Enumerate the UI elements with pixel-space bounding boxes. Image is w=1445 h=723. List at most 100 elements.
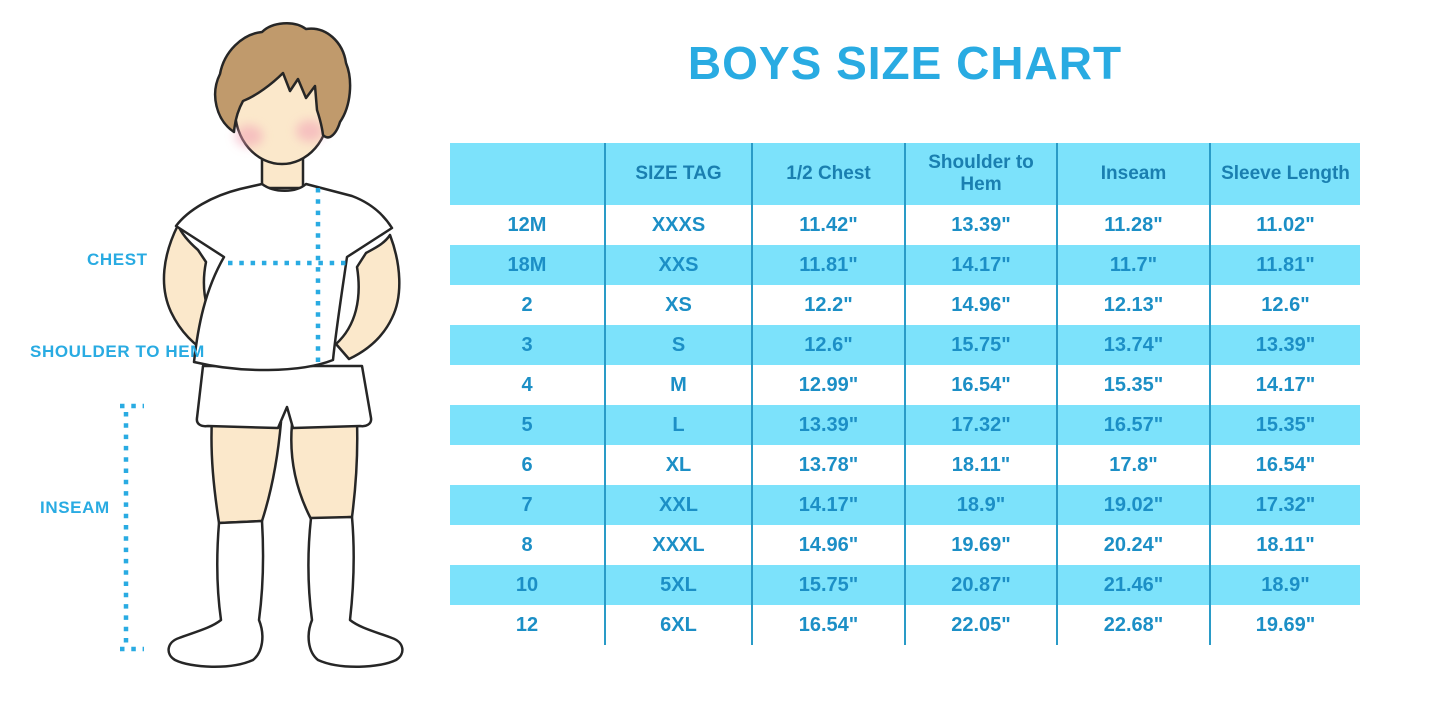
header-row: SIZE TAG 1/2 Chest Shoulder to Hem Insea… <box>450 143 1360 205</box>
sleeve-length-cell: 11.81" <box>1209 245 1360 285</box>
half-chest-cell: 15.75" <box>751 565 905 605</box>
size-cell: 2 <box>450 285 605 325</box>
size-tag-cell: XL <box>604 445 752 485</box>
half-chest-cell: 12.2" <box>751 285 905 325</box>
sleeve-length-cell: 12.6" <box>1209 285 1360 325</box>
size-cell: 3 <box>450 325 605 365</box>
inseam-cell: 16.57" <box>1056 405 1210 445</box>
sleeve-length-cell: 17.32" <box>1209 485 1360 525</box>
size-cell: 6 <box>450 445 605 485</box>
size-table: SIZE TAG 1/2 Chest Shoulder to Hem Insea… <box>450 143 1360 645</box>
size-tag-cell: 5XL <box>604 565 752 605</box>
half-chest-cell: 11.81" <box>751 245 905 285</box>
size-cell: 8 <box>450 525 605 565</box>
shoulder-to-hem-label: SHOULDER TO HEM <box>30 342 205 361</box>
size-tag-cell: XXXL <box>604 525 752 565</box>
inseam-cell: 17.8" <box>1056 445 1210 485</box>
inseam-cell: 11.28" <box>1056 205 1210 245</box>
size-tag-cell: XXXS <box>604 205 752 245</box>
inseam-cell: 22.68" <box>1056 605 1210 645</box>
sleeve-length-cell: 18.11" <box>1209 525 1360 565</box>
right-sock-shape <box>307 515 404 668</box>
shoulder-to-hem-cell: 14.96" <box>904 285 1057 325</box>
inseam-dotted-line <box>120 403 144 652</box>
size-cell: 12 <box>450 605 605 645</box>
left-cheek-blush <box>235 125 263 147</box>
header-size <box>450 143 605 205</box>
sleeve-length-cell: 16.54" <box>1209 445 1360 485</box>
header-half-chest: 1/2 Chest <box>751 143 905 205</box>
tshirt-shape <box>174 182 394 372</box>
inseam-cell: 15.35" <box>1056 365 1210 405</box>
half-chest-cell: 16.54" <box>751 605 905 645</box>
table-row: 10 5XL 15.75" 20.87" 21.46" 18.9" <box>450 565 1360 605</box>
inseam-cell: 12.13" <box>1056 285 1210 325</box>
shoulder-to-hem-cell: 18.11" <box>904 445 1057 485</box>
half-chest-cell: 14.17" <box>751 485 905 525</box>
size-cell: 18M <box>450 245 605 285</box>
sleeve-length-cell: 13.39" <box>1209 325 1360 365</box>
table-row: 6 XL 13.78" 18.11" 17.8" 16.54" <box>450 445 1360 485</box>
size-tag-cell: M <box>604 365 752 405</box>
shoulder-to-hem-cell: 16.54" <box>904 365 1057 405</box>
header-size-tag: SIZE TAG <box>604 143 752 205</box>
shorts-shape <box>195 364 373 430</box>
size-tag-cell: S <box>604 325 752 365</box>
half-chest-cell: 14.96" <box>751 525 905 565</box>
size-tag-cell: XXS <box>604 245 752 285</box>
table-row: 3 S 12.6" 15.75" 13.74" 13.39" <box>450 325 1360 365</box>
size-cell: 12M <box>450 205 605 245</box>
chest-label: CHEST <box>87 250 148 269</box>
page-title: BOYS SIZE CHART <box>687 37 1123 89</box>
size-table-header: SIZE TAG 1/2 Chest Shoulder to Hem Insea… <box>450 143 1360 205</box>
right-thigh-shape <box>290 420 359 521</box>
inseam-label: INSEAM <box>40 498 110 517</box>
table-row: 2 XS 12.2" 14.96" 12.13" 12.6" <box>450 285 1360 325</box>
header-shoulder-to-hem: Shoulder to Hem <box>904 143 1057 205</box>
table-row: 4 M 12.99" 16.54" 15.35" 14.17" <box>450 365 1360 405</box>
shoulder-to-hem-cell: 17.32" <box>904 405 1057 445</box>
size-cell: 7 <box>450 485 605 525</box>
shoulder-to-hem-cell: 22.05" <box>904 605 1057 645</box>
sleeve-length-cell: 15.35" <box>1209 405 1360 445</box>
half-chest-cell: 13.39" <box>751 405 905 445</box>
size-cell: 4 <box>450 365 605 405</box>
size-table-body: 12M XXXS 11.42" 13.39" 11.28" 11.02" 18M XXS 11.… <box>450 205 1360 645</box>
inseam-cell: 11.7" <box>1056 245 1210 285</box>
table-row: 12M XXXS 11.42" 13.39" 11.28" 11.02" <box>450 205 1360 245</box>
inseam-cell: 21.46" <box>1056 565 1210 605</box>
header-sleeve-length: Sleeve Length <box>1209 143 1360 205</box>
table-row: 7 XXL 14.17" 18.9" 19.02" 17.32" <box>450 485 1360 525</box>
size-tag-cell: L <box>604 405 752 445</box>
inseam-cell: 20.24" <box>1056 525 1210 565</box>
shoulder-to-hem-cell: 18.9" <box>904 485 1057 525</box>
sleeve-length-cell: 19.69" <box>1209 605 1360 645</box>
shoulder-to-hem-cell: 19.69" <box>904 525 1057 565</box>
half-chest-cell: 13.78" <box>751 445 905 485</box>
inseam-cell: 13.74" <box>1056 325 1210 365</box>
boy-figure-drawing <box>120 22 404 668</box>
size-tag-cell: 6XL <box>604 605 752 645</box>
sleeve-length-cell: 14.17" <box>1209 365 1360 405</box>
sleeve-length-cell: 18.9" <box>1209 565 1360 605</box>
size-tag-cell: XS <box>604 285 752 325</box>
sleeve-length-cell: 11.02" <box>1209 205 1360 245</box>
header-inseam: Inseam <box>1056 143 1210 205</box>
half-chest-cell: 11.42" <box>751 205 905 245</box>
left-thigh-shape <box>210 416 283 525</box>
table-row: 8 XXXL 14.96" 19.69" 20.24" 18.11" <box>450 525 1360 565</box>
size-cell: 5 <box>450 405 605 445</box>
boy-illustration: CHEST SHOULDER TO HEM INSEAM <box>0 0 450 723</box>
size-cell: 10 <box>450 565 605 605</box>
size-tag-cell: XXL <box>604 485 752 525</box>
right-cheek-blush <box>296 120 324 142</box>
half-chest-cell: 12.6" <box>751 325 905 365</box>
inseam-cell: 19.02" <box>1056 485 1210 525</box>
shoulder-to-hem-cell: 14.17" <box>904 245 1057 285</box>
table-row: 12 6XL 16.54" 22.05" 22.68" 19.69" <box>450 605 1360 645</box>
hair-shape <box>213 22 352 139</box>
table-row: 5 L 13.39" 17.32" 16.57" 15.35" <box>450 405 1360 445</box>
shoulder-to-hem-cell: 20.87" <box>904 565 1057 605</box>
shoulder-to-hem-cell: 13.39" <box>904 205 1057 245</box>
